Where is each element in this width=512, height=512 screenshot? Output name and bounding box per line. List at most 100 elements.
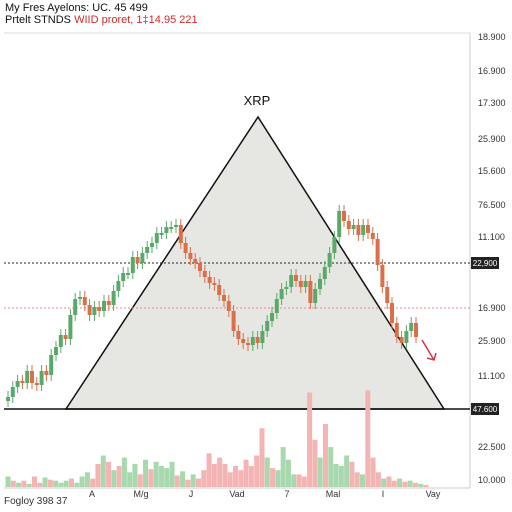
volume-bar <box>259 428 265 487</box>
candle-body <box>289 275 294 287</box>
chart-title: XRP <box>244 93 271 108</box>
candle-body <box>409 323 414 331</box>
candle-body <box>346 221 351 229</box>
volume-bar <box>37 482 43 487</box>
candle-body <box>226 301 231 311</box>
candle-body <box>135 257 140 263</box>
price-axis-labels: 18.900 16.900 17.300 25.900 15.600 76.500 11.1… <box>478 32 506 381</box>
candle-body <box>361 225 366 235</box>
candle-body <box>15 381 20 387</box>
candle-body <box>73 299 78 315</box>
candle-body <box>322 267 327 279</box>
volume-bar <box>248 466 254 487</box>
candle-body <box>150 243 154 247</box>
price-tick-label: 16.900 <box>478 66 506 76</box>
volume-bar <box>386 476 392 487</box>
triangle-pattern <box>64 115 446 410</box>
volume-bar <box>412 482 418 487</box>
volume-bar <box>53 480 59 487</box>
volume-bar <box>10 480 16 487</box>
candle-body <box>308 281 313 303</box>
candle-body <box>10 387 15 397</box>
volume-bar <box>354 472 360 487</box>
header-subtitle: Prtelt STNDS WIID proret, 1‡14.95 221 <box>5 14 198 26</box>
volume-bar <box>180 471 186 487</box>
price-tick-label: 11.100 <box>478 232 505 242</box>
volume-bar <box>423 484 429 487</box>
candle-body <box>212 283 217 285</box>
volume-bar <box>58 482 64 487</box>
candle-body <box>49 355 54 375</box>
candle-body <box>54 347 58 355</box>
x-tick-label: A <box>89 489 95 499</box>
chart-frame <box>4 32 471 489</box>
volume-bar <box>222 463 228 487</box>
volume-bar <box>407 480 413 487</box>
price-marker-box <box>471 403 499 415</box>
volume-bar <box>296 474 302 487</box>
volume-bar <box>195 478 201 487</box>
volume-bar <box>169 461 175 487</box>
x-axis-labels: A M/g J Vad 7 Mal I Vay <box>89 489 441 499</box>
candle-body <box>294 275 298 281</box>
volume-bar <box>174 475 180 487</box>
candle-body <box>394 323 399 337</box>
candle-body <box>318 279 322 289</box>
volume-bar <box>206 453 212 487</box>
volume-bar <box>338 466 344 487</box>
arrow-head-icon <box>426 352 437 361</box>
volume-bar <box>190 474 196 487</box>
volume-bar <box>391 480 397 487</box>
candle-body <box>174 225 178 227</box>
candle-body <box>198 263 202 271</box>
candle-body <box>154 233 159 243</box>
volume-bar <box>84 472 90 487</box>
candle-body <box>342 211 346 221</box>
price-tick-label: 25.900 <box>478 134 506 144</box>
arrow-shaft <box>421 339 435 361</box>
candle-body <box>270 313 274 321</box>
volume-bar <box>264 457 270 487</box>
candle-body <box>130 257 135 273</box>
volume-bar <box>42 477 48 487</box>
price-tick-label: 18.900 <box>478 32 506 42</box>
candle-body <box>44 371 49 375</box>
volume-bar <box>63 480 69 487</box>
candle-body <box>375 239 380 265</box>
candle-body <box>178 225 183 243</box>
candle-body <box>356 225 361 235</box>
volume-bar <box>137 474 143 487</box>
candle-body <box>313 289 318 303</box>
candle-body <box>183 243 188 253</box>
volume-bar <box>185 479 191 487</box>
candle-body <box>390 303 394 323</box>
price-marker-label: 47.600 <box>473 405 498 414</box>
volume-bar <box>31 476 37 487</box>
candle-body <box>260 331 265 343</box>
candle-body <box>366 225 370 233</box>
candle-body <box>380 265 385 287</box>
x-tick-label: 7 <box>284 489 289 499</box>
volume-bar <box>16 482 22 487</box>
volume-bar <box>317 457 323 487</box>
volume-bar <box>153 461 159 487</box>
volume-bar <box>21 480 27 487</box>
volume-bar <box>211 463 217 487</box>
volume-bar <box>402 481 408 487</box>
volume-bar <box>143 459 149 487</box>
volume-bar <box>238 470 244 487</box>
price-tick-label: 16.900 <box>478 303 506 313</box>
down-arrow <box>421 339 437 361</box>
candle-body <box>30 371 34 383</box>
volume-bar <box>307 392 313 487</box>
volume-bar <box>68 478 74 487</box>
candle-body <box>236 331 241 339</box>
volume-bar <box>79 476 85 487</box>
footer-text: Fogloy 398 37 <box>4 496 68 507</box>
volume-bar <box>275 470 281 487</box>
candle-body <box>169 227 174 229</box>
candle-body <box>82 297 87 305</box>
candle-body <box>298 281 303 287</box>
volume-tick-label: 10.000 <box>478 475 506 485</box>
